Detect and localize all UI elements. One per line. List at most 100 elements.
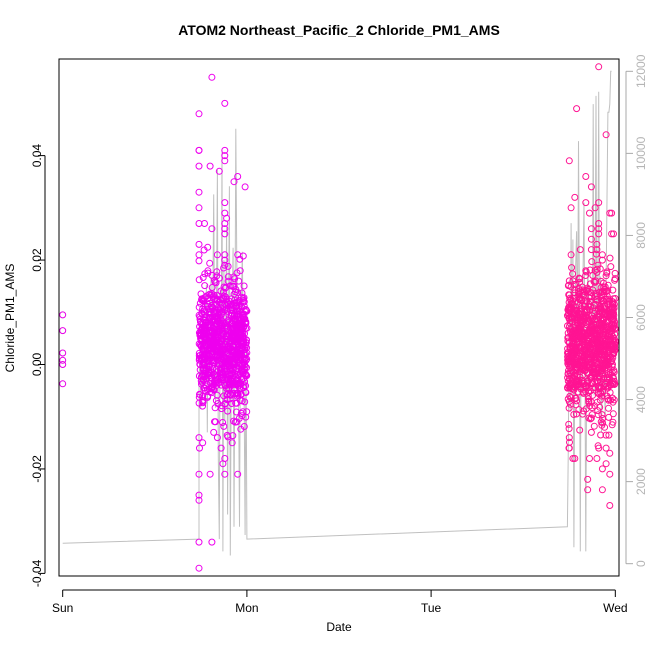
data-point (203, 300, 211, 308)
data-point (575, 320, 583, 328)
data-point (221, 293, 229, 301)
data-point (605, 431, 613, 439)
data-point (221, 251, 229, 259)
data-point (221, 99, 229, 107)
data-point (592, 289, 600, 297)
data-point (224, 262, 232, 270)
data-point (195, 329, 203, 337)
data-point (569, 345, 577, 352)
data-point (583, 284, 591, 292)
data-point (228, 360, 236, 368)
data-point (195, 434, 203, 442)
y-axis-label: Chloride_PM1_AMS (3, 264, 17, 373)
data-point (587, 225, 595, 233)
data-point (606, 449, 614, 457)
data-point (202, 318, 210, 326)
data-point (241, 351, 249, 359)
data-point (595, 444, 603, 452)
data-point (221, 470, 229, 478)
data-point (228, 389, 236, 397)
data-point (607, 263, 615, 271)
data-point (195, 303, 203, 311)
x-axis-label: Date (326, 620, 352, 634)
data-point (59, 380, 67, 388)
data-point (226, 306, 234, 314)
data-point (599, 415, 607, 422)
data-point (200, 316, 208, 324)
data-point (608, 339, 616, 347)
y-tick-label: -0.02 (30, 455, 44, 483)
data-point (223, 355, 230, 363)
data-point (202, 335, 210, 343)
data-point (576, 246, 584, 254)
data-point (232, 390, 240, 398)
data-point (199, 274, 207, 281)
data-point (208, 538, 216, 546)
data-point (593, 240, 601, 248)
data-point (582, 199, 590, 207)
data-point (582, 272, 590, 279)
data-point (588, 317, 596, 325)
data-point (586, 455, 593, 462)
data-point (568, 264, 576, 272)
data-point (211, 418, 218, 426)
data-point (229, 432, 237, 440)
data-point (568, 331, 575, 339)
data-point (572, 401, 580, 409)
data-point (195, 538, 203, 546)
data-point (582, 332, 590, 340)
y-tick-label: 0.02 (30, 248, 44, 272)
chart-title: ATOM2 Northeast_Pacific_2 Chloride_PM1_A… (178, 22, 500, 38)
data-point (213, 272, 221, 280)
data-point (594, 361, 602, 369)
data-point (598, 421, 606, 429)
data-point (221, 284, 229, 292)
data-point (213, 268, 221, 276)
data-point (237, 313, 245, 321)
data-point (232, 408, 240, 416)
data-point (206, 470, 214, 478)
data-point (604, 287, 612, 295)
data-point (610, 368, 618, 376)
data-point (565, 157, 573, 165)
data-point (242, 306, 250, 313)
data-point (233, 302, 241, 310)
data-point (59, 356, 67, 364)
data-point (221, 157, 229, 165)
data-point (582, 405, 590, 413)
data-point (587, 414, 595, 422)
data-point (237, 425, 245, 433)
data-point (609, 394, 616, 402)
data-point (208, 327, 216, 335)
plot-frame (58, 58, 620, 577)
data-point (199, 439, 207, 447)
data-point (204, 243, 212, 251)
data-point (213, 353, 221, 361)
data-point (594, 313, 602, 321)
data-point (223, 343, 231, 351)
data-point (584, 486, 592, 494)
y-tick-label: 0.04 (30, 144, 44, 168)
data-point (223, 214, 231, 222)
data-point (593, 398, 601, 406)
data-point (221, 199, 229, 207)
y-tick-label: -0.04 (30, 559, 44, 587)
data-point (600, 279, 607, 287)
data-point (195, 162, 203, 170)
data-point (208, 357, 216, 365)
data-point (566, 381, 574, 389)
data-point (239, 298, 247, 306)
data-point (587, 235, 595, 243)
data-point (196, 444, 203, 452)
data-point (570, 411, 578, 418)
data-point (571, 193, 579, 201)
data-point (213, 434, 221, 442)
data-point (610, 230, 617, 238)
axes-layer: Sun Mon Tue Wed -0.04 -0.02 0.00 0.02 0.04 0 2000 4… (30, 54, 648, 615)
data-point (203, 343, 211, 350)
data-point (569, 297, 577, 305)
data-point (581, 350, 589, 358)
data-point (571, 455, 579, 462)
